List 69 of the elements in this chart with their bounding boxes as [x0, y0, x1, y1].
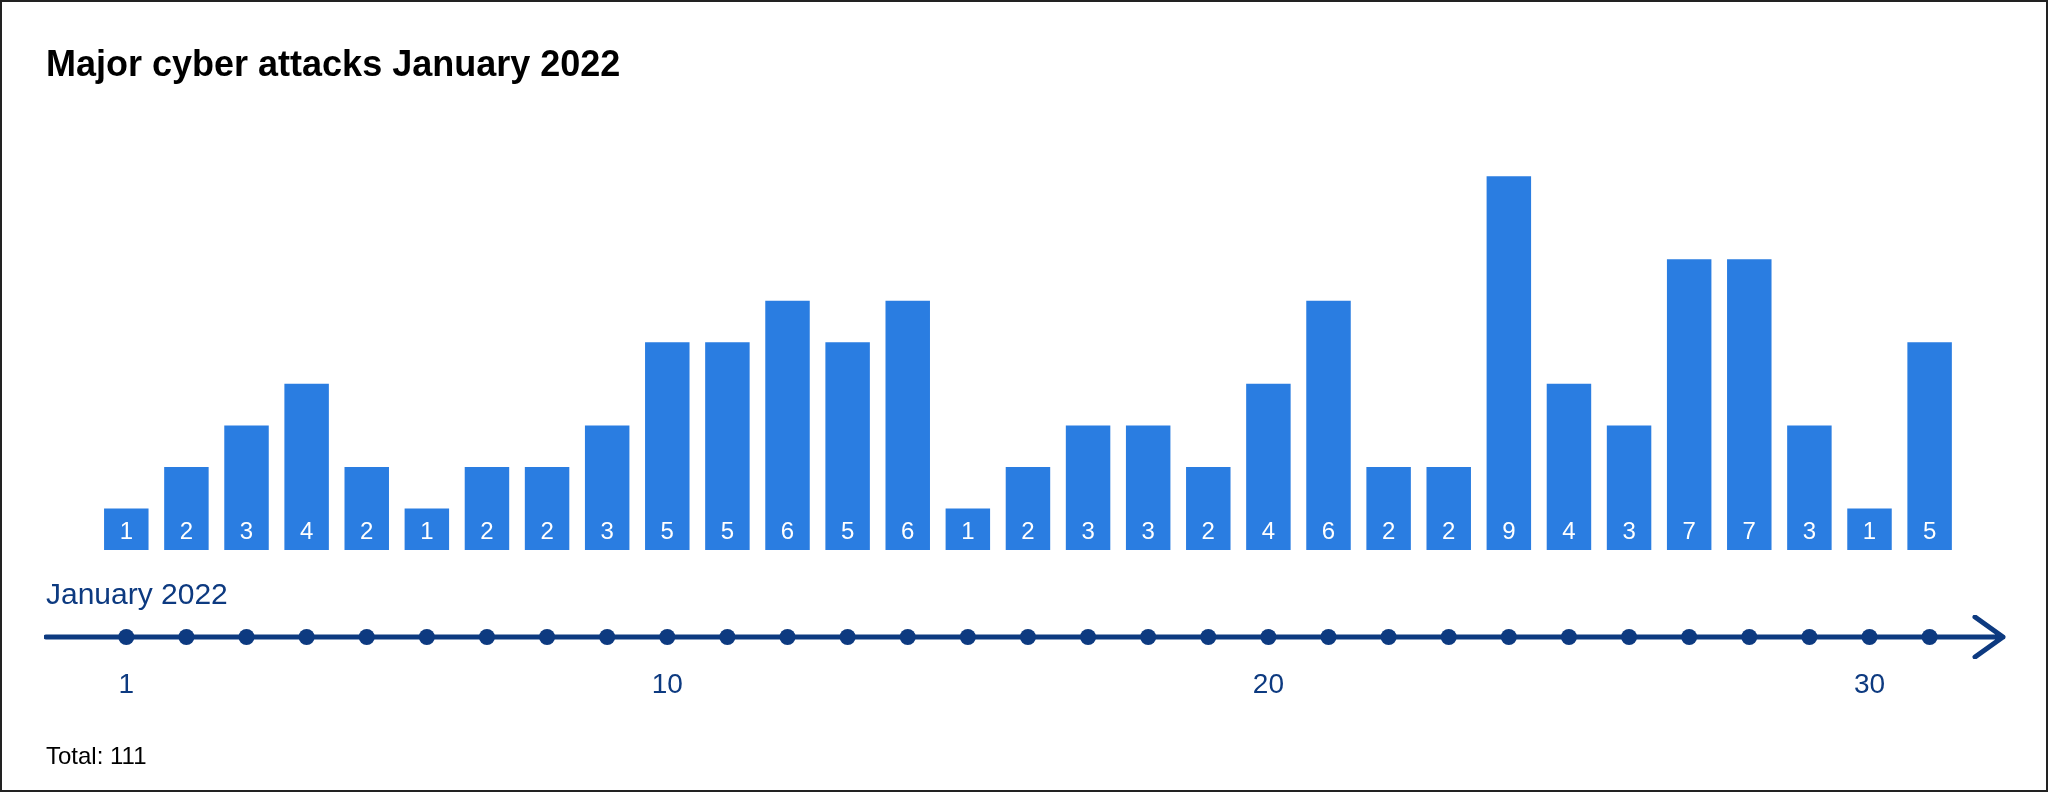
- bar: [1186, 466, 1231, 550]
- bar: [705, 342, 750, 550]
- bar: [1486, 176, 1532, 550]
- bar: [1727, 259, 1772, 550]
- data-label: 3: [239, 516, 254, 544]
- data-label: 2: [1021, 516, 1035, 544]
- data-label: 6: [901, 516, 915, 544]
- data-label: 2: [1381, 516, 1396, 544]
- data-label: 1: [119, 516, 133, 544]
- chart-title: Major cyber attacks January 2022: [46, 42, 621, 84]
- x-tick-label: 1: [118, 667, 135, 699]
- bar: [765, 300, 810, 550]
- bar: [645, 342, 690, 550]
- x-tick-label: 10: [651, 667, 683, 699]
- bar: [1065, 425, 1111, 550]
- data-label: 5: [840, 516, 855, 544]
- bar: [524, 466, 570, 550]
- data-label: 9: [1502, 516, 1516, 544]
- data-label: 6: [1321, 516, 1336, 544]
- bar: [1787, 425, 1832, 550]
- bar: [885, 300, 930, 550]
- data-label: 3: [1081, 516, 1095, 544]
- bar: [224, 425, 269, 550]
- bar: [104, 508, 149, 550]
- data-label: 3: [1802, 516, 1817, 544]
- bar: [1306, 300, 1351, 550]
- bar: [1005, 466, 1051, 550]
- x-tick-label: 30: [1853, 667, 1886, 699]
- bar: [284, 383, 329, 550]
- data-label: 2: [1442, 516, 1456, 544]
- text: Total: 111: [46, 741, 147, 769]
- bar: [1847, 508, 1892, 550]
- bar: [1606, 425, 1652, 550]
- bar: [584, 425, 630, 550]
- data-label: 1: [420, 516, 434, 544]
- data-label: 5: [1922, 516, 1937, 544]
- data-label: 5: [720, 516, 735, 544]
- data-label: 3: [1622, 516, 1636, 544]
- x-tick-label: 20: [1252, 667, 1284, 699]
- bar: [1426, 466, 1471, 550]
- data-label: 7: [1742, 516, 1756, 544]
- bar: [1366, 466, 1411, 550]
- bar: [1907, 342, 1952, 550]
- bar: [464, 466, 510, 550]
- data-label: 2: [480, 516, 494, 544]
- bar: [825, 342, 870, 550]
- data-label: 1: [961, 516, 975, 544]
- data-label: 2: [1201, 516, 1215, 544]
- x-axis-title: January 2022: [46, 577, 228, 611]
- data-label: 2: [540, 516, 554, 544]
- bar: [1666, 259, 1712, 550]
- data-label: 3: [600, 516, 614, 544]
- bar: [1246, 383, 1291, 550]
- data-label: 4: [1562, 516, 1576, 544]
- data-label: 1: [1862, 516, 1877, 544]
- data-label: 3: [1141, 516, 1155, 544]
- bar: [1546, 383, 1592, 550]
- bar: [164, 466, 209, 550]
- bar: [404, 508, 450, 550]
- data-label: 2: [360, 516, 374, 544]
- bar: [344, 466, 389, 550]
- data-label: 4: [299, 516, 314, 544]
- data-label: 2: [179, 516, 194, 544]
- data-label: 6: [780, 516, 795, 544]
- data-label: 4: [1261, 516, 1276, 544]
- bar: [945, 508, 991, 550]
- data-label: 5: [660, 516, 674, 544]
- bar: [1125, 425, 1171, 550]
- data-label: 7: [1682, 516, 1696, 544]
